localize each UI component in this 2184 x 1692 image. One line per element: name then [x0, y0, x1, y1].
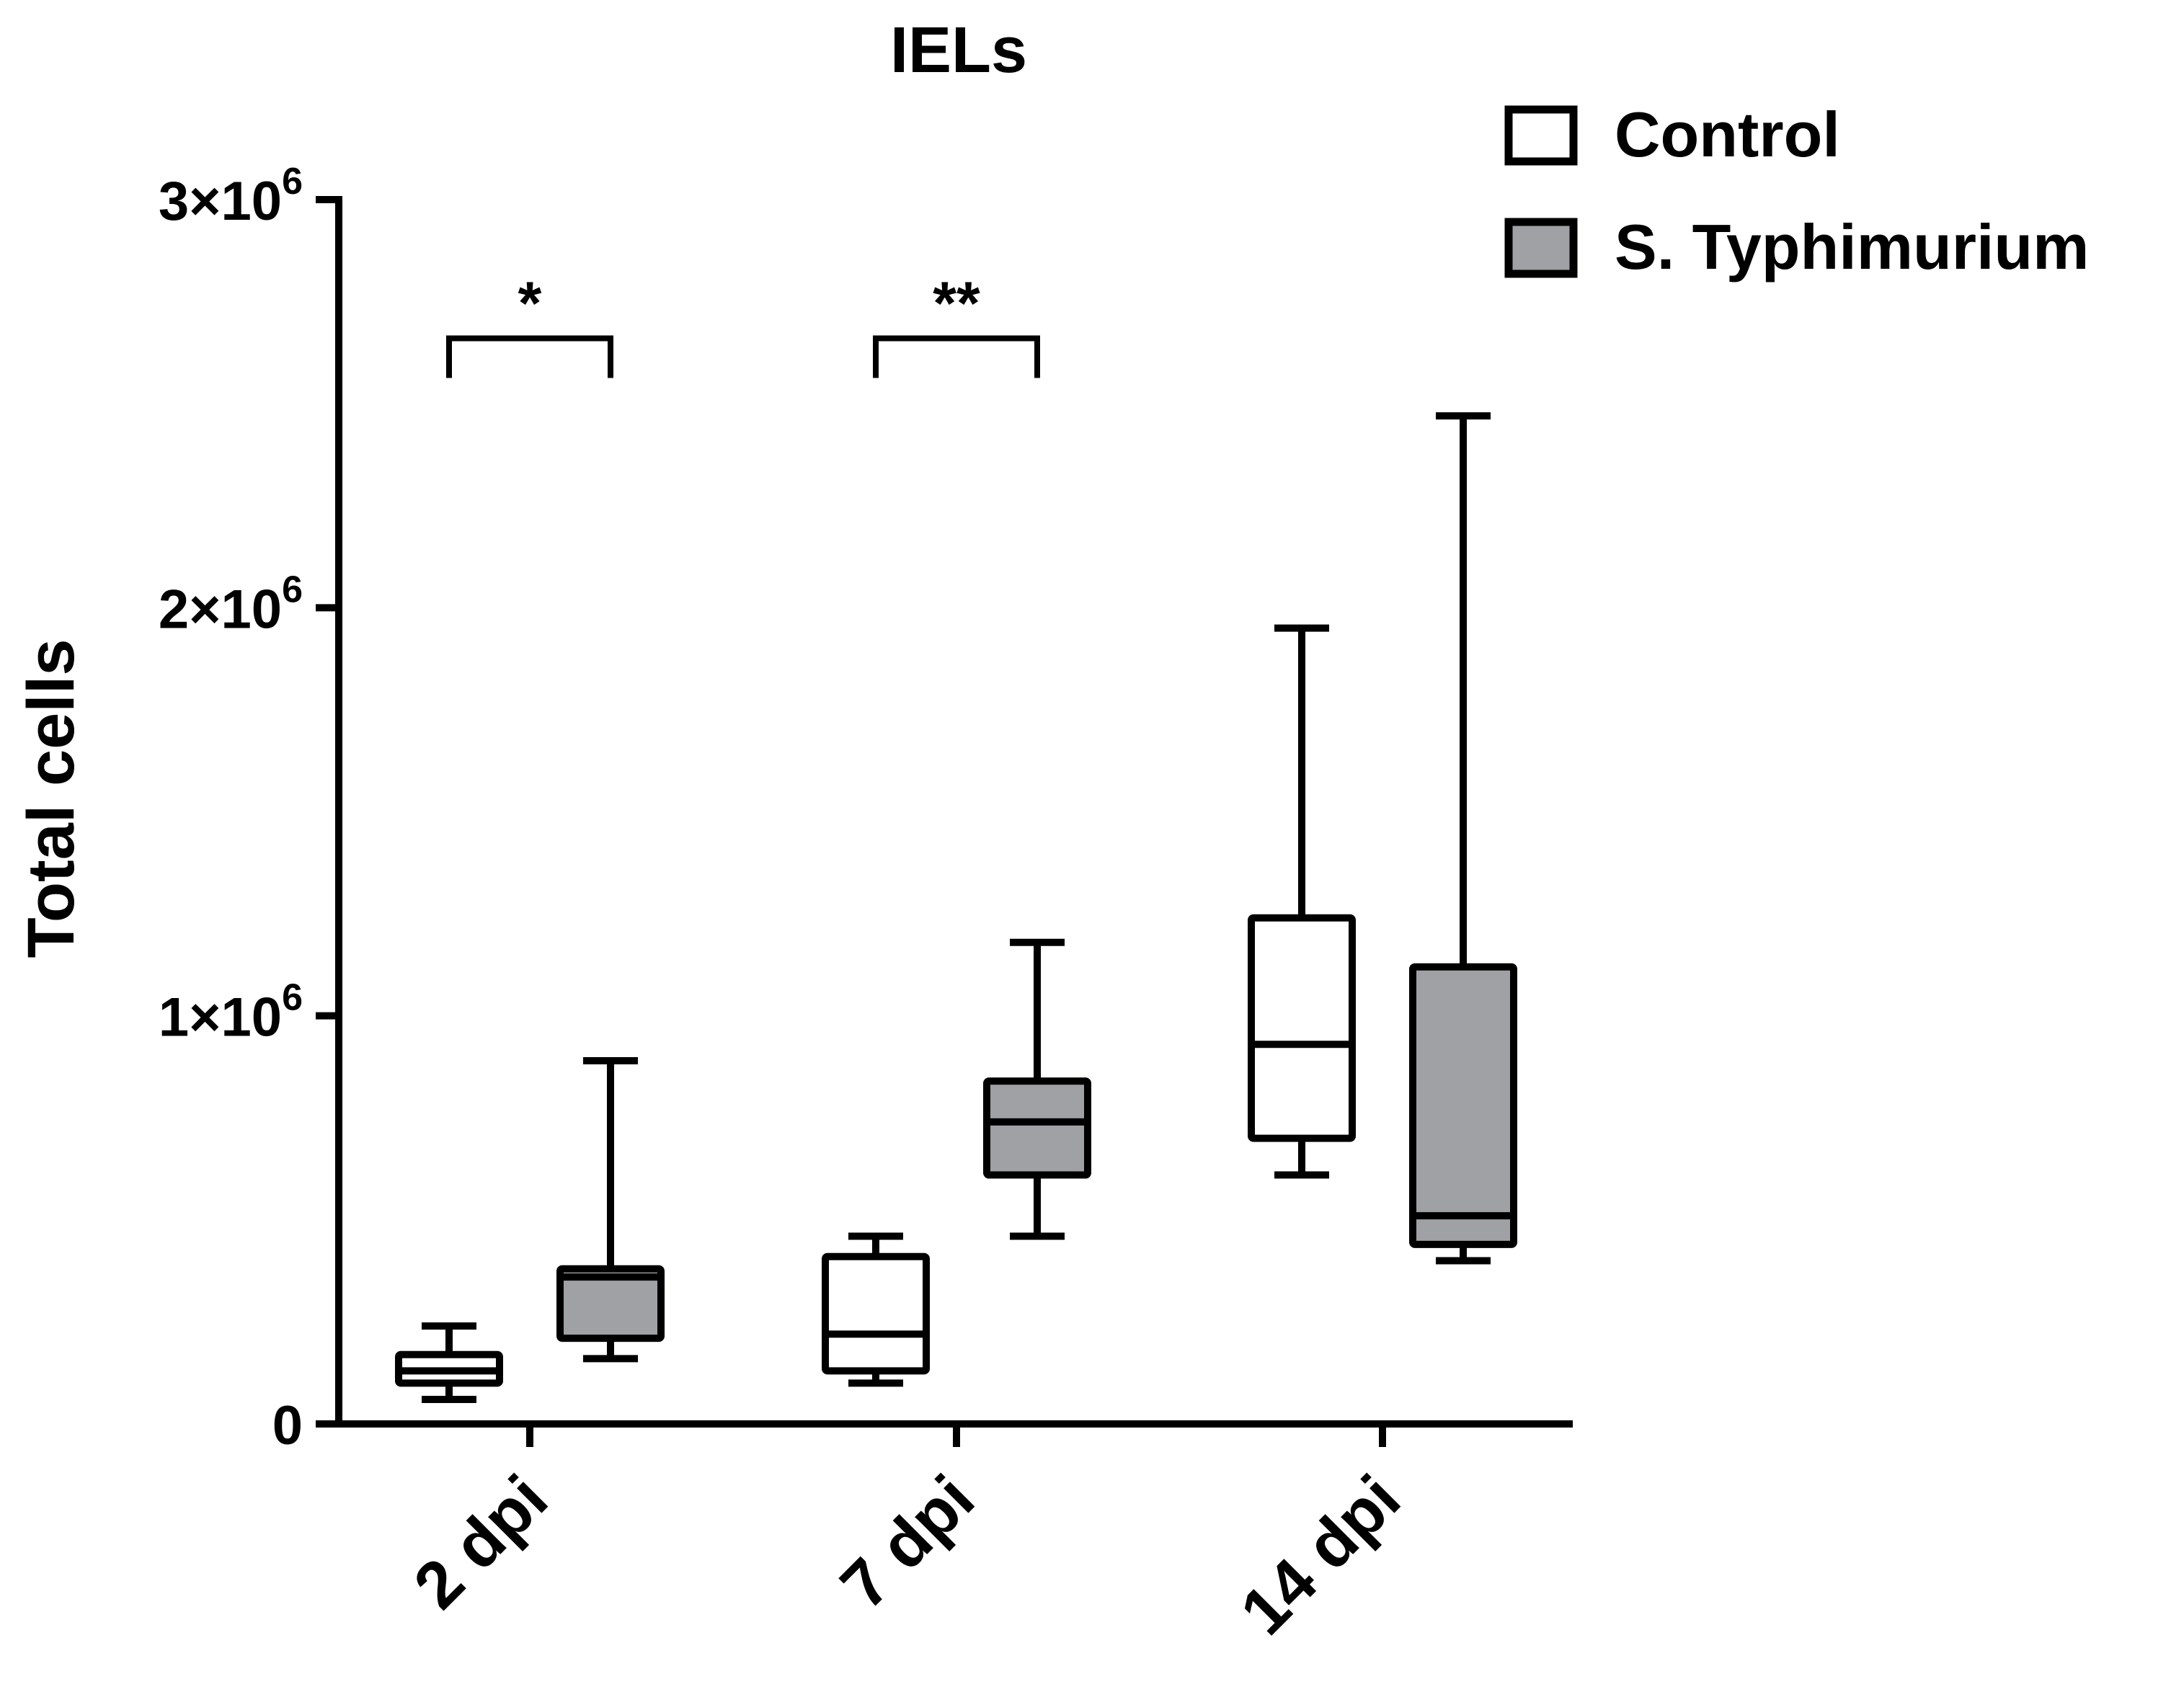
significance-bracket [873, 335, 1040, 378]
iqr-box [556, 1265, 665, 1343]
iqr-box [983, 1077, 1091, 1179]
y-tick-label: 0 [272, 1395, 303, 1456]
x-tick-label: 7 dpi [827, 1461, 988, 1623]
legend-label: S. Typhimurium [1615, 211, 2089, 282]
chart-title: IELs [890, 14, 1027, 86]
x-tick-label: 14 dpi [1227, 1461, 1414, 1649]
legend-swatch [1504, 218, 1578, 278]
legend: Control S. Typhimurium [1504, 99, 2089, 282]
y-axis-label: Total cells [14, 638, 88, 958]
y-tick-label: 2×106 [159, 569, 303, 640]
box-control-1 [822, 1232, 930, 1387]
box-s-typhimurium-2 [1409, 412, 1517, 1265]
box-s-typhimurium-0 [556, 1056, 665, 1363]
significance-label: * [518, 270, 542, 337]
box-s-typhimurium-1 [983, 938, 1091, 1240]
legend-label: Control [1615, 99, 1840, 170]
iqr-box [822, 1252, 930, 1375]
legend-swatch [1504, 105, 1578, 166]
iqr-box [1409, 963, 1517, 1248]
significance-label: ** [933, 270, 980, 337]
x-tick-label: 2 dpi [400, 1461, 561, 1623]
y-tick-label: 1×106 [159, 977, 303, 1048]
box-control-2 [1248, 624, 1356, 1179]
box-control-0 [395, 1322, 503, 1404]
y-tick-label: 3×106 [159, 161, 303, 232]
iqr-box [1248, 914, 1356, 1142]
significance-bracket [446, 335, 613, 378]
